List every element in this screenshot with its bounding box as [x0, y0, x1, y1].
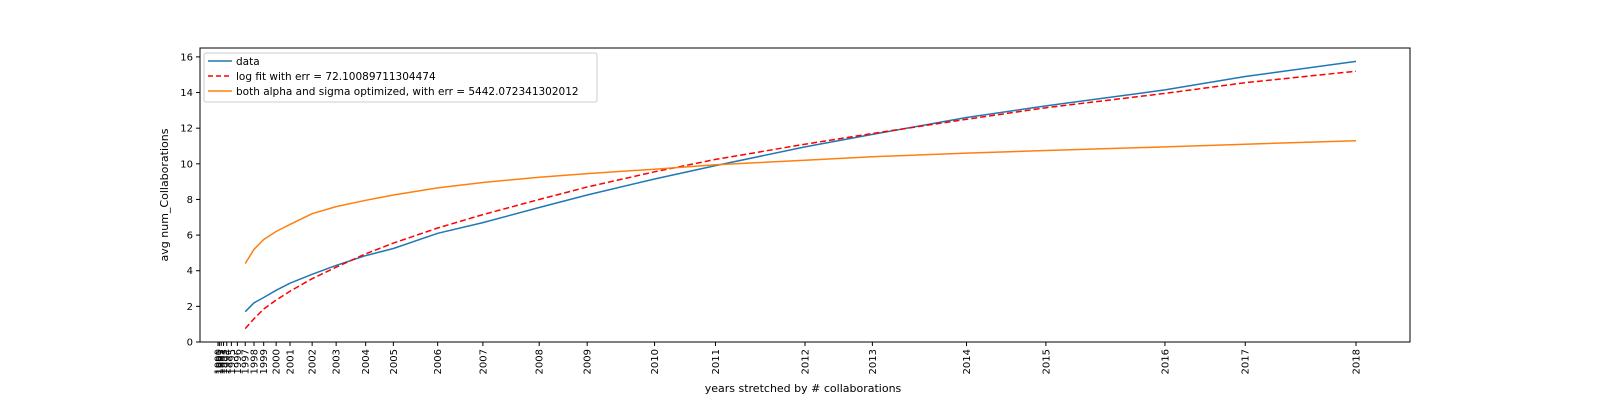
x-tick-label: 1999 [259, 349, 270, 374]
x-tick-label: 2013 [868, 349, 879, 374]
y-tick-label: 10 [180, 159, 193, 170]
x-axis-label: years stretched by # collaborations [705, 382, 902, 395]
y-tick-label: 8 [187, 195, 193, 206]
x-tick-label: 2018 [1352, 349, 1363, 374]
x-tick-label: 1991 [215, 349, 226, 374]
x-tick-label: 2002 [308, 349, 319, 374]
y-tick-label: 12 [180, 124, 193, 135]
x-tick-label: 1996 [233, 349, 244, 374]
x-tick-label: 2007 [478, 349, 489, 374]
x-tick-label: 2010 [650, 349, 661, 374]
x-tick-label: 2005 [389, 349, 400, 374]
x-tick-label: 1992 [217, 349, 228, 374]
x-tick-label: 2015 [1041, 349, 1052, 374]
x-tick-label: 1998 [249, 349, 260, 374]
y-tick-label: 14 [180, 88, 193, 99]
x-tick-label: 1993 [219, 349, 230, 374]
x-tick-label: 1995 [227, 349, 238, 374]
y-tick-label: 2 [187, 302, 193, 313]
x-tick-label: 2000 [272, 349, 283, 374]
series-line-0 [244, 60, 1357, 313]
x-tick-label: 1990 [214, 349, 225, 374]
x-tick-label: 1994 [222, 349, 233, 374]
x-tick-label: 2008 [535, 349, 546, 374]
x-tick-label: 2016 [1160, 349, 1171, 374]
x-tick-label: 2011 [711, 349, 722, 374]
y-tick-label: 4 [187, 266, 193, 277]
x-tick-label: 2001 [285, 349, 296, 374]
x-tick-label: 2009 [583, 349, 594, 374]
legend-label-1: log fit with err = 72.10089711304474 [236, 71, 436, 83]
y-axis-label: avg num_Collaborations [158, 128, 171, 261]
legend-label-2: both alpha and sigma optimized, with err… [236, 86, 579, 98]
legend-label-0: data [236, 56, 260, 68]
y-tick-label: 6 [187, 231, 193, 242]
x-tick-label: 2006 [433, 349, 444, 374]
x-tick-label: 2014 [962, 349, 973, 374]
x-tick-label: 2004 [361, 349, 372, 374]
y-tick-label: 0 [187, 338, 193, 349]
legend: data log fit with err = 72.10089711304474… [203, 52, 598, 103]
x-tick-label: 2017 [1241, 349, 1252, 374]
legend-box [203, 52, 598, 103]
x-tick-label: 2003 [332, 349, 343, 374]
x-tick-label: 1997 [241, 349, 252, 374]
series-line-2 [244, 139, 1357, 264]
y-tick-label: 16 [180, 52, 193, 63]
x-tick-label: 2012 [800, 349, 811, 374]
series-line-1 [244, 70, 1357, 330]
